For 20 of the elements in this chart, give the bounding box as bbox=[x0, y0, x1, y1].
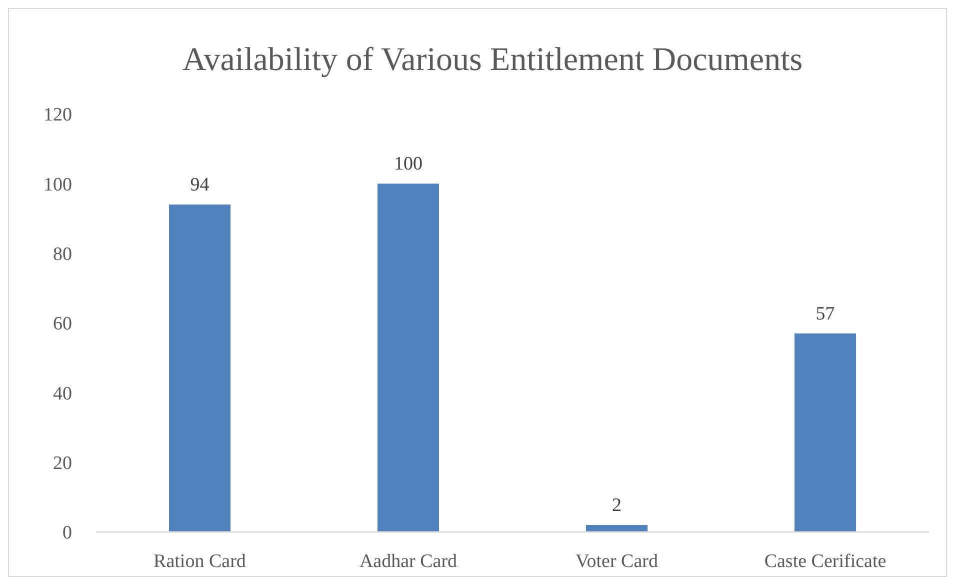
y-tick-label: 0 bbox=[62, 522, 72, 544]
y-tick-label: 120 bbox=[44, 104, 72, 126]
chart-title: Availability of Various Entitlement Documents bbox=[182, 42, 803, 78]
x-tick-label: Aadhar Card bbox=[359, 551, 458, 572]
x-tick-label: Caste Cerificate bbox=[764, 551, 886, 572]
y-tick-label: 20 bbox=[53, 452, 72, 474]
data-label: 2 bbox=[612, 495, 622, 516]
y-tick-label: 40 bbox=[53, 383, 72, 404]
y-tick-label: 100 bbox=[44, 174, 72, 196]
data-label: 57 bbox=[816, 303, 835, 324]
bar bbox=[794, 333, 856, 532]
data-label: 100 bbox=[394, 154, 422, 175]
y-tick-label: 60 bbox=[53, 314, 72, 335]
bar bbox=[586, 525, 648, 532]
x-tick-label: Ration Card bbox=[154, 551, 246, 572]
x-tick-label: Voter Card bbox=[576, 551, 658, 572]
y-tick-label: 80 bbox=[53, 244, 72, 265]
bar bbox=[377, 184, 439, 532]
bar bbox=[168, 204, 230, 532]
data-label: 94 bbox=[190, 174, 210, 196]
